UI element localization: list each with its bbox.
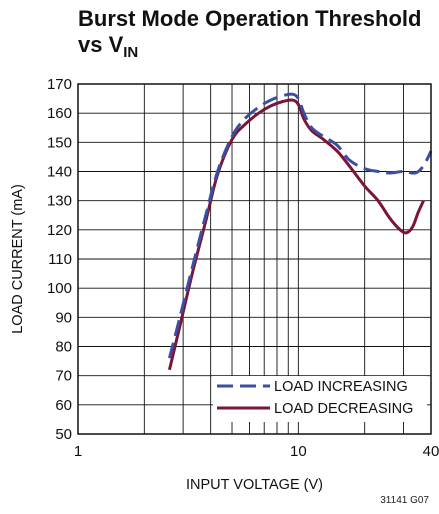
y-tick-label: 60 [55,397,72,414]
chart-series-layer [167,92,433,371]
y-tick-label: 70 [55,368,72,385]
legend-label-load-decreasing: LOAD DECREASING [274,401,413,417]
y-tick-label: 130 [47,193,72,210]
chart-title: Burst Mode Operation Threshold vs VIN [78,6,433,66]
x-tick-label: 10 [290,443,307,460]
chart-legend: LOAD INCREASING LOAD DECREASING [213,376,427,422]
legend-background [213,376,427,422]
y-axis-label: LOAD CURRENT (mA) [10,184,26,334]
chart-title-line2-main: vs V [78,32,124,57]
x-axis-label: INPUT VOLTAGE (V) [186,477,323,493]
y-tick-label: 90 [55,309,72,326]
series-line-load-decreasing [167,98,425,371]
y-tick-label: 50 [55,426,72,443]
plot-frame [77,83,432,435]
legend-label-load-increasing: LOAD INCREASING [274,379,408,395]
y-tick-label: 80 [55,339,72,356]
y-tick-label: 160 [47,105,72,122]
y-tick-label: 150 [47,134,72,151]
series-line-load-increasing [167,92,433,359]
y-tick-label: 170 [47,76,72,93]
figure-id: 31141 G07 [380,495,429,506]
x-tick-label: 40 [423,443,439,460]
x-tick-label: 1 [74,443,82,460]
chart-title-line1: Burst Mode Operation Threshold [78,6,422,31]
chart-title-line2: vs VIN [78,32,433,66]
y-tick-label: 140 [47,164,72,181]
y-tick-label: 120 [47,222,72,239]
y-tick-label: 100 [47,280,72,297]
chart-title-line2-subscript: IN [123,44,139,61]
y-tick-label: 110 [48,251,72,268]
